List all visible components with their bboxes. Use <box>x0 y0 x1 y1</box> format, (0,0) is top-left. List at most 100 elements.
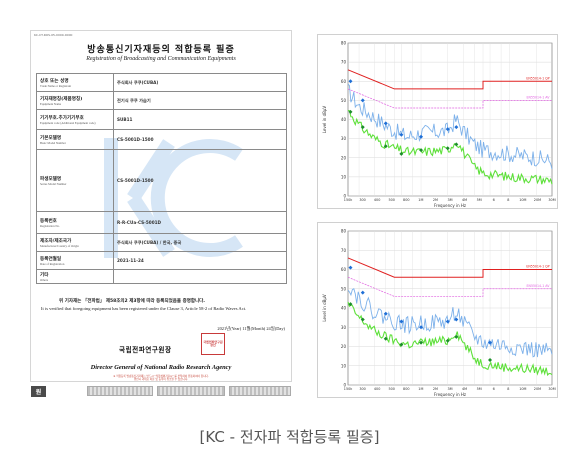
x-tick-label: 800 <box>403 387 409 391</box>
x-axis-label: Frequency in Hz <box>434 392 466 397</box>
av-marker <box>383 144 388 149</box>
y-tick-label: 20 <box>341 344 347 349</box>
field-label: 기본모델명 <box>40 135 62 141</box>
field-label-en: Trade Name or Registrant <box>40 83 72 88</box>
peak-trace <box>347 288 553 358</box>
qp-marker <box>383 311 388 316</box>
y-tick-label: 70 <box>341 248 347 253</box>
certificate-title: 방송통신기자재등의 적합등록 필증 <box>87 45 235 55</box>
y-tick-label: 10 <box>341 363 347 368</box>
x-tick-label: 800 <box>403 198 409 202</box>
field-row: 파생모델명 Series Model Number CS-5001D-1500 <box>36 149 287 212</box>
y-tick-label: 20 <box>341 155 347 160</box>
av-marker <box>445 338 450 343</box>
field-label: 기기부호.추가기기부호 <box>40 115 84 121</box>
certificate-title-en: Registration of Broadcasting and Communi… <box>86 56 236 62</box>
qp-limit-line <box>347 69 552 90</box>
field-label: 기자재명칭(제품명칭) <box>40 96 83 102</box>
qp-marker <box>383 121 388 126</box>
image-caption: [KC - 전자파 적합등록 필증] <box>199 428 380 446</box>
original-page-button[interactable]: 원 <box>31 386 46 397</box>
field-label-en: Manufacturer/Country of Origin <box>40 243 79 248</box>
x-tick-label: 500 <box>388 387 394 391</box>
x-tick-label: 3M <box>447 387 452 391</box>
field-row: 기자재명칭(제품명칭) Equipment Name 전기식 쿠쿠 가습기 <box>36 91 287 110</box>
av-marker <box>360 125 365 130</box>
average-trace <box>347 109 553 185</box>
av-marker <box>399 151 404 156</box>
x-tick-label: 5M <box>477 198 482 202</box>
y-axis-label: Level in dBμV <box>322 294 327 322</box>
field-row: 상호 또는 성명 Trade Name or Registrant 주식회사 쿠쿠… <box>36 73 287 92</box>
page-thumbnail[interactable] <box>157 386 225 396</box>
page-thumbnail[interactable] <box>87 386 153 396</box>
field-label-en: Equipment code (Additional Equipment cod… <box>40 120 96 125</box>
x-tick-label: 4M <box>462 198 467 202</box>
field-row: 기기부호.추가기기부호 Equipment code (Additional Eq… <box>36 109 287 130</box>
x-tick-label: 30M <box>548 198 555 202</box>
field-label-en: Equipment Name <box>40 101 62 106</box>
qp-marker <box>419 134 424 139</box>
qp-marker <box>454 317 459 322</box>
av-marker <box>360 317 365 322</box>
field-value: SUB11 <box>113 109 287 130</box>
qp-marker <box>348 265 353 270</box>
y-tick-label: 80 <box>341 229 347 234</box>
av-limit-line <box>347 88 552 109</box>
av-marker <box>488 357 493 362</box>
field-row: 제조자/제조국가 Manufacturer/Country of Origin 주… <box>36 233 287 252</box>
field-label: 제조자/제조국가 <box>40 238 72 244</box>
y-tick-label: 60 <box>341 267 347 272</box>
av-marker <box>454 142 459 147</box>
footnote: ※ 적합등록 방송통신기자재는 반드시 "적합성평가표시" 를 부착하여 유통하… <box>31 375 291 381</box>
y-tick-label: 50 <box>341 286 347 291</box>
av-marker <box>454 334 459 339</box>
field-label-en: Others <box>40 277 48 282</box>
y-tick-label: 30 <box>341 325 347 330</box>
footnote-line: ※ 적합등록 방송통신기자재는 반드시 "적합성평가표시" 를 부착하여 유통하… <box>113 375 209 378</box>
y-tick-label: 30 <box>341 136 347 141</box>
av-marker <box>419 148 424 153</box>
field-value: CS-5001D-1500 <box>113 149 287 212</box>
x-tick-label: 2M <box>433 198 438 202</box>
x-tick-label: 1M <box>418 198 423 202</box>
x-tick-label: 150k <box>344 198 352 202</box>
x-tick-label: 500 <box>388 198 394 202</box>
y-tick-label: 40 <box>341 117 347 122</box>
x-tick-label: 400 <box>374 387 380 391</box>
field-row: 기본모델명 Basic Model Number CS-5001D-1500 <box>36 129 287 150</box>
page-thumbnail[interactable] <box>229 386 291 396</box>
certification-statement-en: It is verified that foregoing equipment … <box>41 306 247 311</box>
qp-limit-line <box>347 257 552 278</box>
field-value <box>113 269 287 284</box>
qp-marker <box>348 79 353 84</box>
peak-trace <box>347 83 553 170</box>
y-tick-label: 0 <box>343 194 346 199</box>
field-label-en: Date of Registration <box>40 261 65 266</box>
x-tick-label: 1M <box>418 387 423 391</box>
issue-date: 2021년(Year) 11월(Month) 24일(Day) <box>217 326 285 331</box>
page-thumbnails: 원 <box>31 386 293 398</box>
qp-marker <box>488 340 493 345</box>
y-tick-label: 60 <box>341 79 347 84</box>
x-tick-label: 300 <box>359 198 365 202</box>
av-limit-label: EN55014-1 AV <box>527 95 551 99</box>
official-seal-icon: 국립전파연구원장인 <box>201 333 225 355</box>
field-value: R-R-CUa-CS-5001D <box>113 211 287 234</box>
qp-marker <box>360 290 365 295</box>
x-tick-label: 6 <box>493 387 495 391</box>
average-trace <box>347 301 553 377</box>
certification-statement: 위 기자재는 「전파법」 제58조의2 제3항에 따라 등록되었음을 증명합니다… <box>59 299 205 304</box>
y-axis-label: Level in dBμV <box>322 106 327 134</box>
seal-text: 국립전파연구원장인 <box>203 339 223 347</box>
agency-name: 국립전파연구원장 <box>119 346 172 354</box>
field-label: 등록번호 <box>40 218 57 224</box>
director-title: Director General of National Radio Resea… <box>90 364 232 371</box>
field-value: 전기식 쿠쿠 가습기 <box>113 91 287 110</box>
registration-table: 상호 또는 성명 Trade Name or Registrant 주식회사 쿠쿠… <box>36 73 287 284</box>
field-label-en: Registration No. <box>40 223 60 228</box>
field-label: 등록연월일 <box>40 256 62 262</box>
x-tick-label: 400 <box>374 198 380 202</box>
y-tick-label: 70 <box>341 60 347 65</box>
